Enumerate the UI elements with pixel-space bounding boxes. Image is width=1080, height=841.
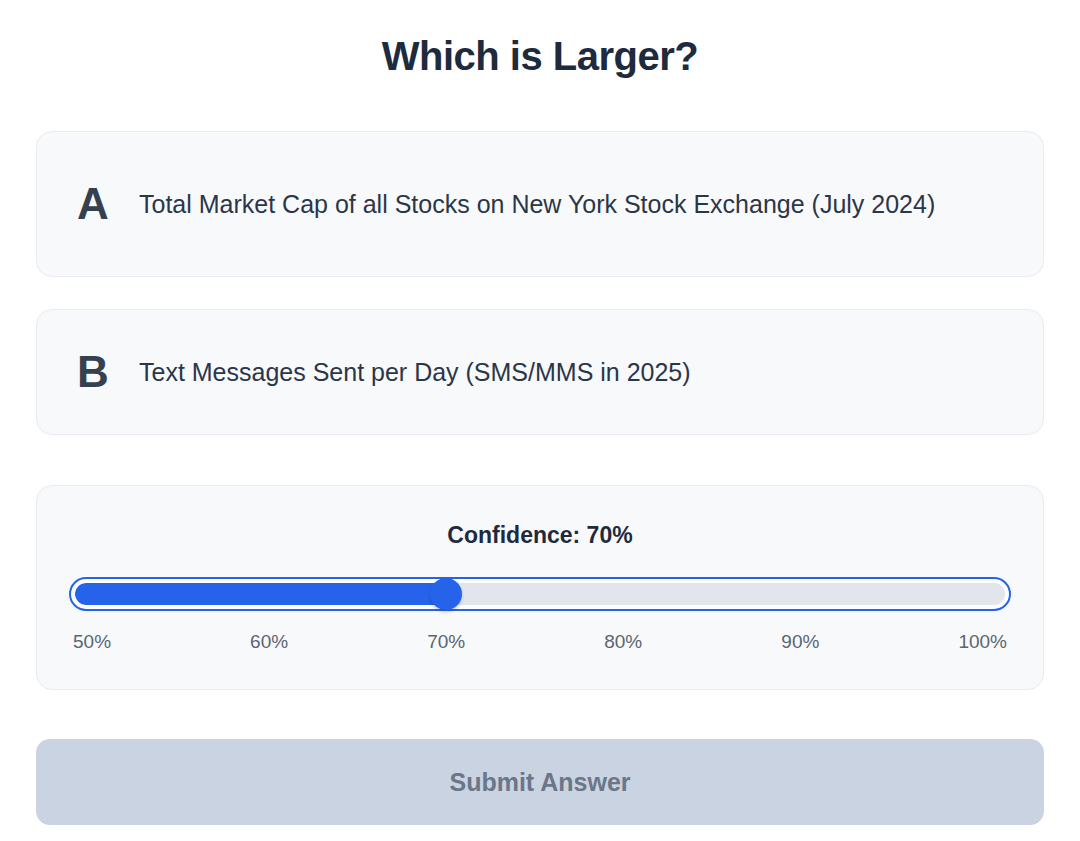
- confidence-slider[interactable]: [69, 577, 1011, 611]
- confidence-card: Confidence: 70% 50% 60% 70% 80% 90% 100%: [36, 485, 1044, 690]
- slider-thumb[interactable]: [430, 578, 462, 610]
- tick-label-70: 70%: [427, 631, 465, 653]
- slider-tick-row: 50% 60% 70% 80% 90% 100%: [69, 631, 1011, 653]
- option-a-letter: A: [71, 182, 115, 226]
- option-b-card[interactable]: B Text Messages Sent per Day (SMS/MMS in…: [36, 309, 1044, 435]
- tick-label-50: 50%: [73, 631, 111, 653]
- option-b-text: Text Messages Sent per Day (SMS/MMS in 2…: [139, 352, 691, 392]
- slider-fill: [75, 583, 447, 605]
- quiz-page: Which is Larger? A Total Market Cap of a…: [0, 0, 1080, 841]
- option-a-card[interactable]: A Total Market Cap of all Stocks on New …: [36, 131, 1044, 277]
- tick-label-100: 100%: [958, 631, 1007, 653]
- tick-label-90: 90%: [781, 631, 819, 653]
- tick-label-80: 80%: [604, 631, 642, 653]
- option-a-text: Total Market Cap of all Stocks on New Yo…: [139, 184, 935, 224]
- submit-answer-button[interactable]: Submit Answer: [36, 739, 1044, 825]
- confidence-label: Confidence: 70%: [69, 522, 1011, 549]
- tick-label-60: 60%: [250, 631, 288, 653]
- slider-track[interactable]: [75, 583, 1005, 605]
- page-title: Which is Larger?: [0, 34, 1080, 79]
- option-b-letter: B: [71, 350, 115, 394]
